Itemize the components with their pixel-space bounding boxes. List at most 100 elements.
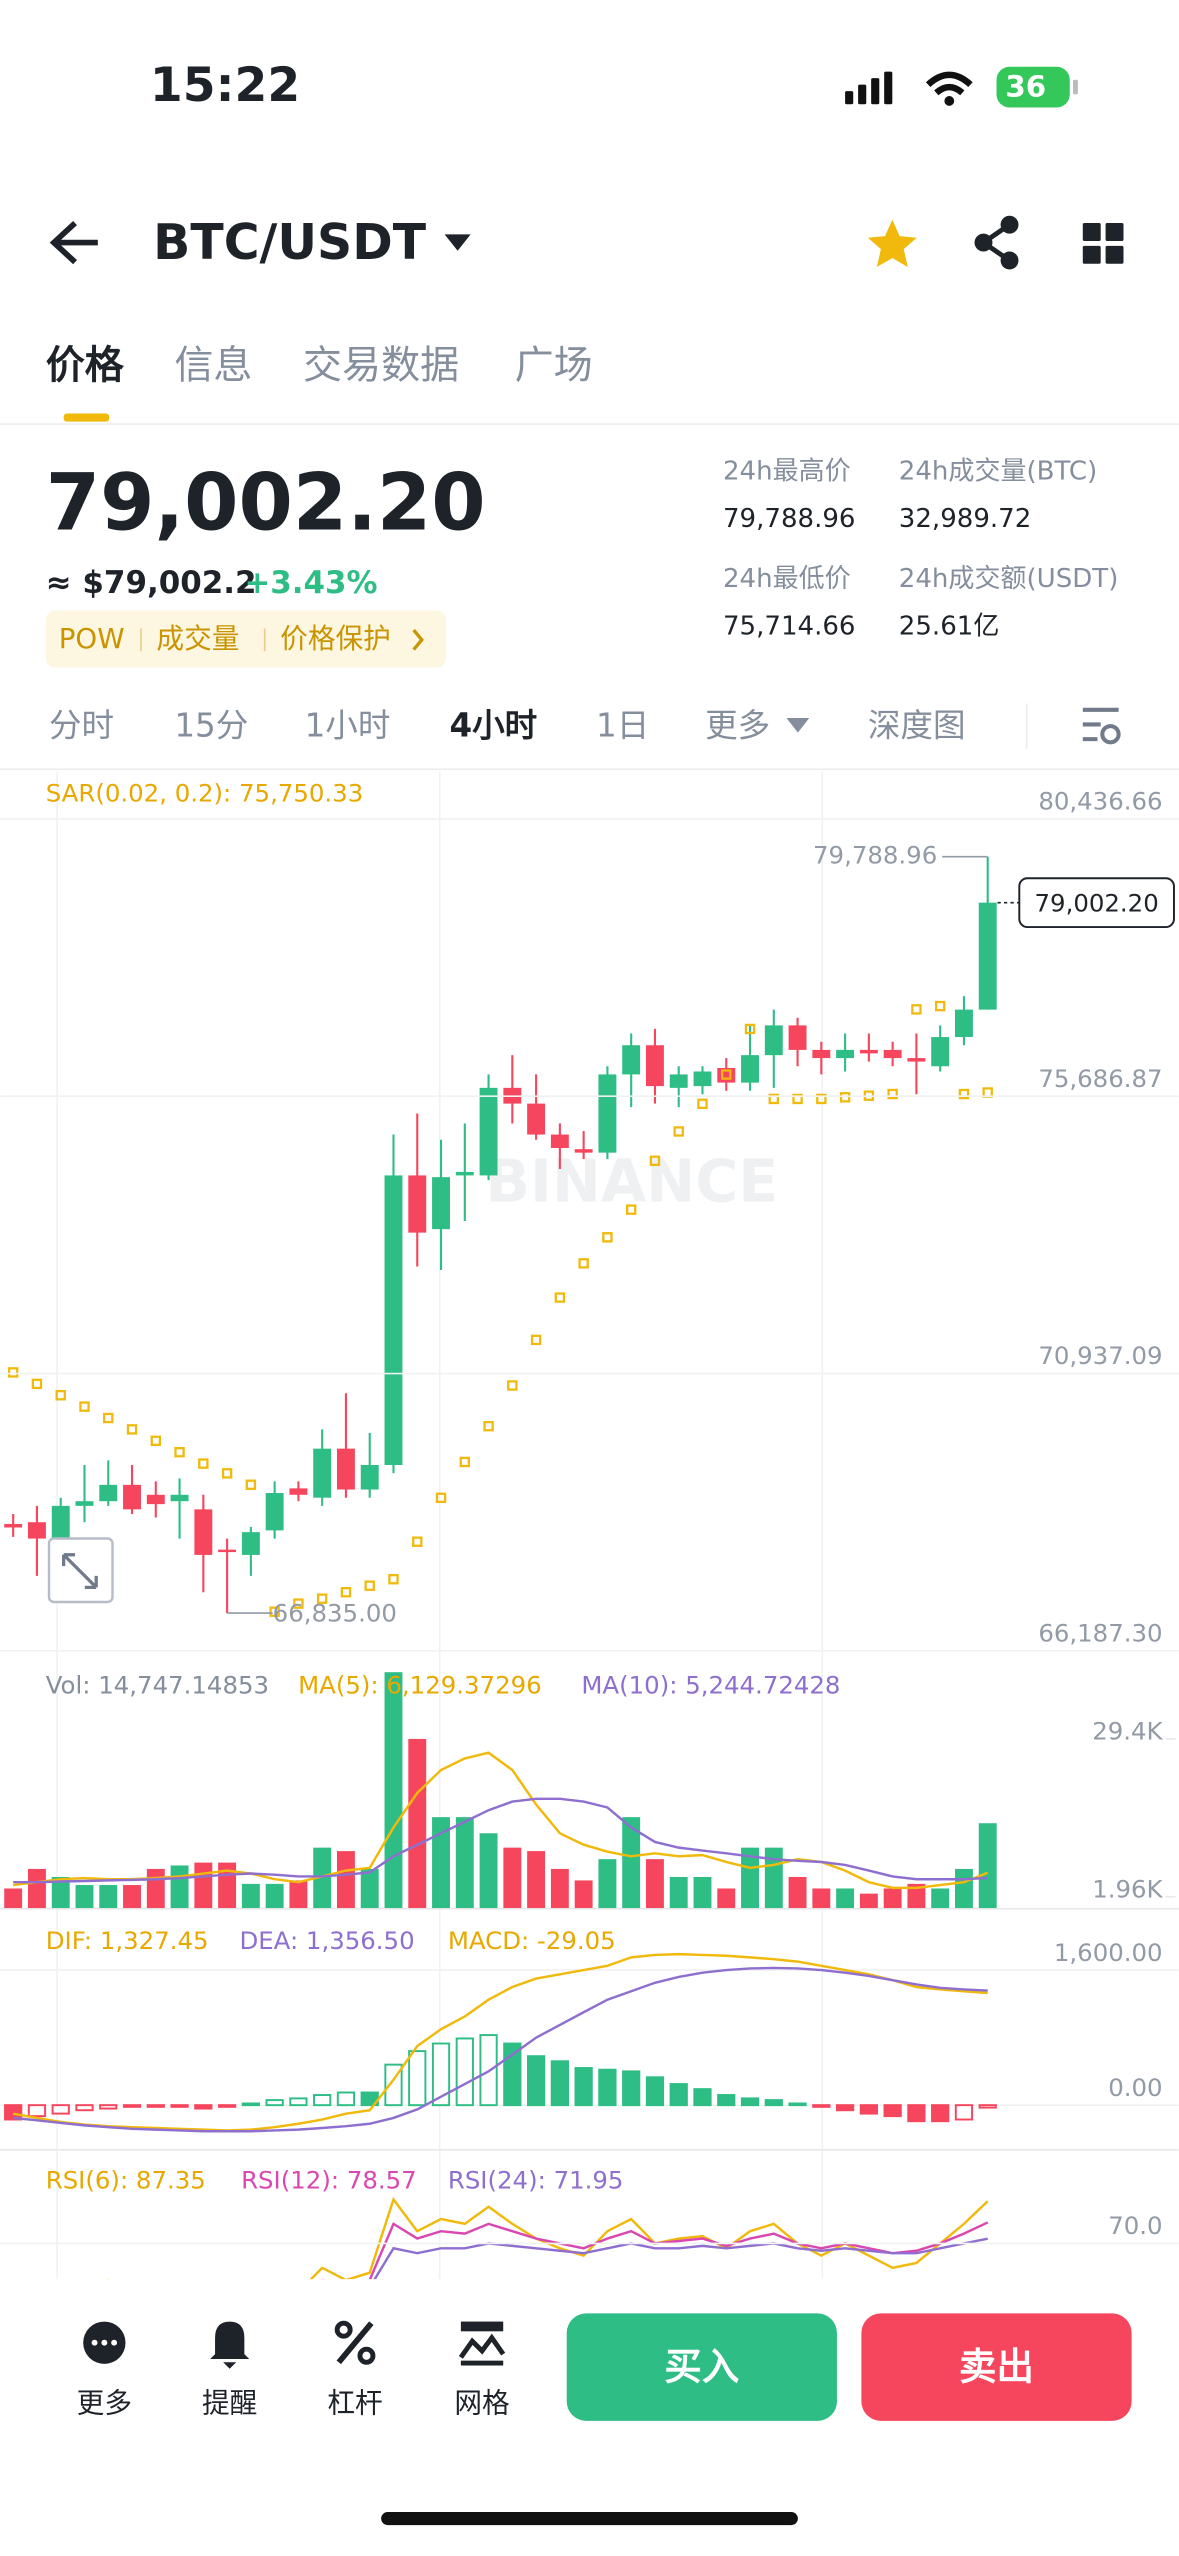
volume-bar [741,1847,759,1909]
macd-bar [550,2060,569,2107]
candle-body [27,1522,46,1539]
buy-label[interactable]: 买入 [664,2344,739,2388]
interval[interactable]: 分时 [49,707,114,745]
sar-dot [507,1380,518,1391]
tab[interactable]: 交易数据 [303,343,459,388]
signal-icon [845,71,893,105]
sar-dot [412,1536,423,1547]
macd-bar [408,2050,427,2107]
expand-button[interactable] [47,1537,114,1604]
interval[interactable]: 1日 [596,707,649,745]
indicator-line [373,2237,988,2280]
sell-label[interactable]: 卖出 [959,2344,1034,2388]
volume-bar [241,1883,260,1909]
sell-button[interactable] [861,2313,1132,2421]
toolbar-label[interactable]: 提醒 [202,2387,257,2420]
sar-dot [245,1479,257,1490]
macd-bar [883,2104,902,2118]
fiat-price: ≈ $79,002.2 [46,565,257,601]
tab[interactable]: 信息 [174,343,252,388]
toolbar-label[interactable]: 更多 [77,2387,132,2420]
pair-dropdown[interactable] [444,234,471,251]
candle-body [645,1045,664,1087]
macd-bar [313,2094,332,2107]
chart: 80,436.66 75,686.87 70,937.09 66,187.30 79,7… [0,787,1179,2280]
sar-dot [174,1447,185,1458]
candle-body [527,1103,546,1135]
tab[interactable]: 价格 [46,343,125,388]
sar-dot [340,1587,352,1598]
alert-icon[interactable] [210,2321,250,2369]
wifi-icon [925,71,973,96]
favorite-star[interactable] [867,219,917,267]
tab[interactable]: 广场 [515,343,593,388]
stat-value: 25.61亿 [899,611,1000,641]
toolbar-label[interactable]: 网格 [454,2387,509,2420]
tag[interactable]: 价格保护 [280,622,391,655]
battery-tip [1073,79,1078,95]
interval[interactable]: 更多 [705,707,770,745]
candle-body [455,1171,474,1176]
volume-bar [408,1738,427,1909]
indicator-line [13,1797,988,1884]
macd-bar [717,2094,736,2107]
candle-body [194,1509,213,1555]
sar-dot [103,1412,114,1424]
pair-title[interactable]: BTC/USDT [153,214,427,271]
candle-body [907,1058,926,1062]
sar-dot [364,1580,375,1591]
candle-body [550,1134,569,1148]
tag[interactable]: POW [59,622,125,655]
candle-body [123,1484,141,1510]
y-tick-label: 29.4K [1092,1716,1163,1745]
candle-body [336,1448,355,1490]
volume-bar [717,1888,736,1909]
volume-bar [954,1868,973,1909]
indicator-line [321,2221,989,2280]
more-icon[interactable] [83,2321,126,2364]
interval[interactable]: 4小时 [449,707,537,745]
legend-entry: MA(10): 5,244.72428 [581,1671,840,1700]
toolbar-label[interactable]: 杠杆 [327,2387,382,2420]
grid-icon[interactable] [458,2321,506,2366]
annotation-label: 79,788.96 [813,841,937,870]
sar-dot [578,1258,589,1269]
macd-bar [740,2097,760,2107]
macd-bar [265,2099,284,2107]
macd-bar [931,2104,950,2123]
layout-button[interactable] [1082,223,1124,264]
wifi-dot [944,96,955,106]
more-dropdown[interactable] [786,717,810,733]
candle-body [883,1049,902,1059]
candle-body [764,1025,783,1056]
buy-button[interactable] [566,2313,837,2421]
volume-bar [432,1817,450,1909]
tab-indicator [63,413,110,422]
interval[interactable]: 15分 [174,707,248,745]
divider [0,423,1179,425]
candle-body [432,1177,450,1230]
legend-entry: DEA: 1,356.50 [239,1926,414,1955]
macd-bar [217,2104,237,2108]
volume-bar [574,1880,593,1909]
volume-bar [123,1885,141,1909]
interval[interactable]: 深度图 [868,707,966,745]
candle-body [859,1049,878,1054]
share-button[interactable] [974,215,1019,270]
sar-dot [55,1390,66,1401]
back-button[interactable] [49,220,98,265]
leverage-icon[interactable] [334,2320,376,2365]
interval[interactable]: 1小时 [305,707,391,745]
candle-body [931,1037,950,1067]
volume-bar [622,1817,641,1909]
y-tick-label: 66,187.30 [1038,1619,1162,1648]
volume-bar [360,1868,379,1909]
macd-bar [812,2104,831,2108]
candle-body [170,1494,189,1502]
chart-settings[interactable] [1082,707,1121,745]
macd-bar [241,2102,260,2107]
macd-bar [99,2104,118,2110]
candle-body [51,1505,70,1539]
tag[interactable]: 成交量 [156,622,239,655]
